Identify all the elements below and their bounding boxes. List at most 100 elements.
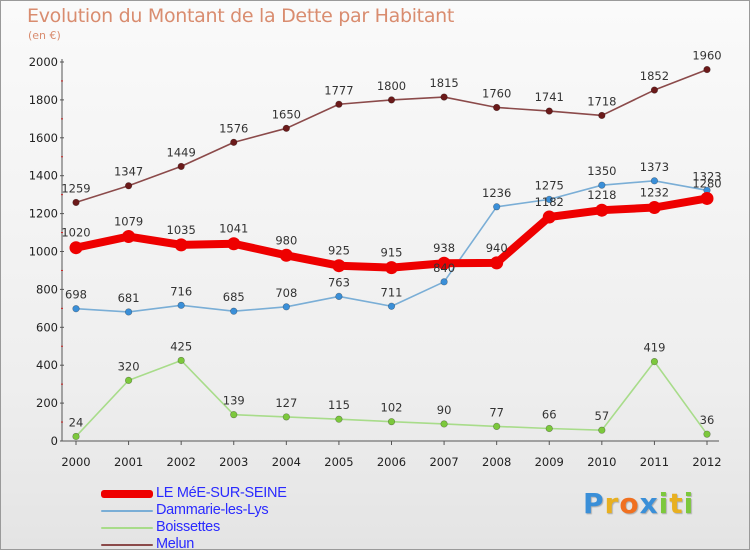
data-label-dammarie-les-lys: 1373 [640,160,669,174]
data-label-dammarie-les-lys: 681 [118,291,140,305]
y-tick-label: 200 [36,396,58,410]
data-label-le-m-e-sur-seine: 1020 [61,226,90,240]
data-point-boissettes [440,420,448,428]
legend-label: LE MéE-SUR-SEINE [156,485,287,501]
legend-label: Melun [156,536,194,552]
logo-letter: r [604,487,620,520]
y-tick-label: 1200 [29,207,58,221]
data-label-boissettes: 115 [328,398,350,412]
x-tick-label: 2002 [167,455,196,469]
data-point-boissettes [282,413,290,421]
data-label-le-m-e-sur-seine: 1035 [167,223,196,237]
x-tick-label: 2003 [219,455,248,469]
x-tick-label: 2006 [377,455,406,469]
data-point-boissettes [335,415,343,423]
series-layer [69,65,714,441]
data-point-boissettes [177,356,185,365]
logo-letter: x [639,487,659,520]
y-tick-label: 600 [36,320,58,334]
data-label-boissettes: 90 [437,403,452,417]
data-label-le-m-e-sur-seine: 1280 [692,176,721,190]
data-point-melun [650,86,659,94]
data-point-melun [440,93,448,101]
data-point-le-m-e-sur-seine [69,241,83,255]
data-point-dammarie-les-lys [177,301,185,309]
data-point-le-m-e-sur-seine [122,230,136,244]
data-point-le-m-e-sur-seine [490,256,504,270]
data-label-melun: 1741 [535,90,564,104]
x-tick-label: 2000 [61,455,90,469]
data-label-le-m-e-sur-seine: 940 [486,241,508,255]
data-labels-layer: 1259 1347 1449 1576 1650 1777 1800 1815 1760 1741… [61,49,721,430]
data-label-le-m-e-sur-seine: 925 [328,244,350,258]
data-point-dammarie-les-lys [72,305,80,313]
data-point-melun [282,124,290,132]
legend-label: Boissettes [156,519,220,535]
y-tick-label: 2000 [29,55,58,69]
data-label-melun: 1852 [640,69,669,83]
data-point-dammarie-les-lys [493,203,501,211]
data-point-dammarie-les-lys [440,278,448,286]
data-label-dammarie-les-lys: 1275 [535,178,564,192]
data-label-boissettes: 425 [170,339,192,353]
y-tick-label: 1000 [29,245,58,259]
x-tick-label: 2012 [692,455,721,469]
data-label-dammarie-les-lys: 763 [328,275,350,289]
y-tick-label: 1800 [29,93,58,107]
data-label-le-m-e-sur-seine: 1232 [640,186,669,200]
x-tick-label: 2010 [587,455,616,469]
data-label-melun: 1777 [324,83,353,97]
data-point-boissettes [545,424,553,433]
data-label-boissettes: 419 [643,341,665,355]
y-tick-label: 400 [36,358,58,372]
data-label-le-m-e-sur-seine: 1218 [587,188,616,202]
data-point-dammarie-les-lys [124,308,133,316]
y-tick-label: 800 [36,282,58,296]
legend-swatch [101,510,153,512]
data-label-le-m-e-sur-seine: 915 [381,246,403,260]
data-label-le-m-e-sur-seine: 1079 [114,215,143,229]
chart-title: Evolution du Montant de la Dette par Hab… [27,5,455,27]
x-tick-label: 2004 [272,455,301,469]
data-label-dammarie-les-lys: 708 [275,286,297,300]
logo-letter: P [583,487,605,520]
legend-label: Dammarie-les-Lys [156,502,269,518]
data-point-le-m-e-sur-seine [437,256,451,270]
data-label-boissettes: 24 [69,415,84,429]
data-point-boissettes [72,432,80,441]
chart-axes: 0 200 400 600 800 1000 1200 1400 1600 1800 2000 200… [29,55,722,469]
data-point-melun [387,96,396,104]
data-point-boissettes [598,426,606,434]
x-tick-label: 2005 [324,455,353,469]
data-label-dammarie-les-lys: 1350 [587,164,616,178]
data-label-dammarie-les-lys: 685 [223,290,245,304]
data-point-boissettes [493,422,501,431]
data-point-le-m-e-sur-seine [647,201,661,215]
legend-swatch [101,544,153,546]
data-label-melun: 1347 [114,165,143,179]
data-label-le-m-e-sur-seine: 1182 [535,195,564,209]
data-label-dammarie-les-lys: 698 [65,288,87,302]
data-label-boissettes: 320 [118,359,140,373]
legend-swatch [101,490,153,498]
data-point-boissettes [124,376,133,384]
proxiti-logo: Proxiti [583,487,694,520]
y-tick-label: 1400 [29,169,58,183]
data-point-le-m-e-sur-seine [332,259,346,273]
data-label-melun: 1815 [429,76,458,90]
data-label-melun: 1800 [377,79,406,93]
data-point-le-m-e-sur-seine [385,261,398,275]
data-label-boissettes: 77 [489,405,504,419]
x-tick-label: 2009 [535,455,564,469]
data-label-boissettes: 139 [223,394,245,408]
data-point-dammarie-les-lys [335,292,343,301]
data-label-melun: 1760 [482,86,511,100]
data-point-melun [124,182,133,190]
data-point-le-m-e-sur-seine [700,191,714,205]
logo-letter: i [683,487,695,520]
chart-unit: (en €) [28,29,61,42]
data-point-dammarie-les-lys [282,303,290,311]
data-point-le-m-e-sur-seine [279,248,293,262]
data-point-melun [335,100,343,108]
